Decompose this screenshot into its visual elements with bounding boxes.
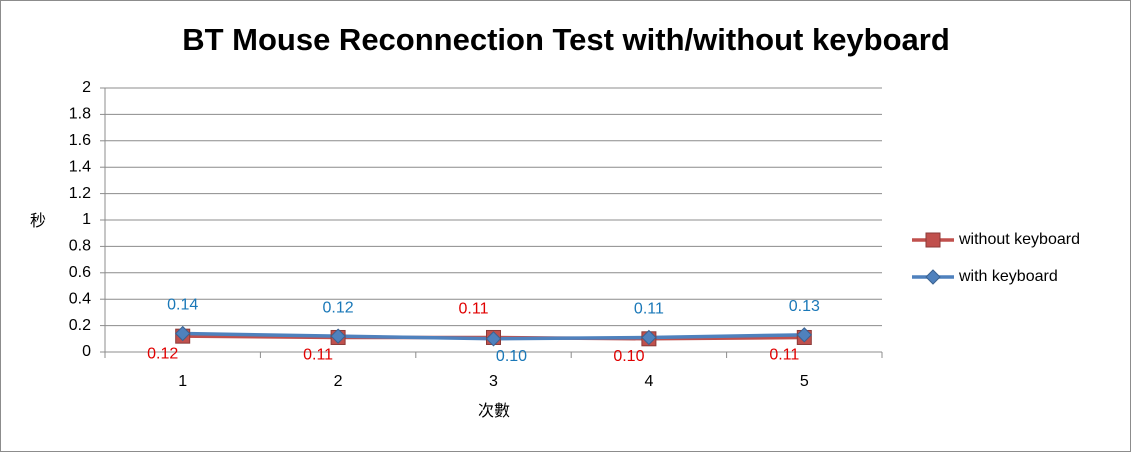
legend-label: with keyboard [958,268,1058,285]
y-tick-label: 1 [82,211,91,228]
x-axis-label: 次數 [478,402,510,420]
legend-marker [925,269,941,285]
data-label: 0.11 [769,347,799,364]
marker [641,329,657,346]
data-label: 0.11 [303,347,333,364]
y-tick-label: 1.8 [69,106,91,123]
legend-label: without keyboard [958,231,1080,248]
marker [330,328,346,344]
y-axis-label: 秒 [30,212,46,230]
x-tick-label: 5 [800,373,809,390]
y-tick-label: 1.2 [69,185,91,202]
y-tick-label: 0 [82,343,91,360]
y-tick-label: 2 [82,79,91,96]
y-tick-label: 1.4 [69,158,91,175]
legend-marker [925,232,941,248]
data-label: 0.11 [459,301,489,318]
y-tick-label: 0.6 [69,264,91,281]
y-tick-label: 0.2 [69,317,91,334]
chart-title: BT Mouse Reconnection Test with/without … [182,22,950,57]
y-tick-label: 0.4 [69,290,91,307]
marker [485,331,502,347]
data-label: 0.13 [789,298,820,315]
x-tick-label: 2 [334,373,343,390]
y-tick-label: 0.8 [69,238,91,255]
marker [796,327,813,343]
data-label: 0.12 [323,299,354,316]
x-tick-label: 4 [644,373,653,390]
data-label: 0.10 [496,348,527,365]
marker [174,325,191,342]
x-tick-label: 3 [489,373,498,390]
data-label: 0.11 [634,301,664,318]
y-tick-label: 1.6 [69,132,91,149]
data-label: 0.14 [167,297,198,314]
data-label: 0.10 [613,348,644,365]
data-label: 0.12 [147,345,178,362]
x-tick-label: 1 [178,373,187,390]
